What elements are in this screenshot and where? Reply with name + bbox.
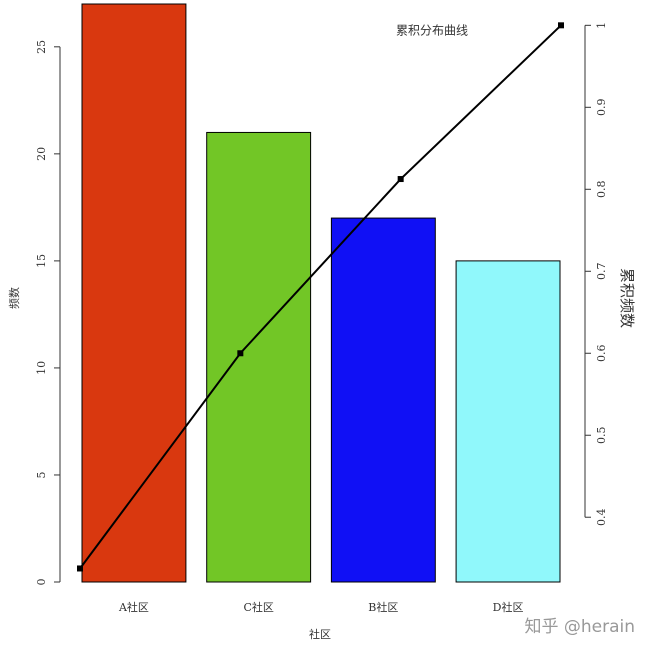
bar [330, 217, 436, 583]
y-tick-label: 25 [35, 40, 48, 54]
y2-tick-label: 0.5 [595, 426, 608, 444]
y-tick-label: 15 [35, 254, 48, 268]
line-point [397, 176, 404, 183]
y2-tick-label: 0.8 [595, 181, 608, 199]
bar [81, 3, 187, 583]
y-tick-label: 20 [35, 147, 48, 161]
chart-title: 累积分布曲线 [396, 24, 468, 38]
line-point [237, 350, 244, 357]
y2-axis-label: 累积频数 [618, 268, 636, 328]
line-point [558, 22, 564, 29]
y-tick-label: 10 [35, 361, 48, 375]
x-tick-label: A社区 [118, 600, 149, 614]
bar [455, 260, 561, 583]
line-point [77, 565, 83, 572]
x-tick-label: C社区 [243, 600, 273, 614]
y2-tick-label: 1 [595, 22, 608, 29]
cumulative-line [79, 24, 562, 570]
y2-tick-label: 0.9 [595, 99, 608, 117]
y2-tick-label: 0.7 [595, 263, 608, 281]
y-tick-label: 5 [35, 471, 48, 478]
x-tick-label: B社区 [368, 600, 398, 614]
y-tick-label: 0 [35, 579, 48, 586]
bar [206, 131, 312, 583]
y2-tick-label: 0.4 [595, 508, 608, 526]
y-axis-label: 频数 [7, 287, 21, 309]
x-tick-label: D社区 [493, 600, 524, 614]
watermark: 知乎 @herain [524, 617, 635, 637]
y2-tick-label: 0.6 [595, 345, 608, 363]
x-axis-label: 社区 [309, 627, 331, 641]
